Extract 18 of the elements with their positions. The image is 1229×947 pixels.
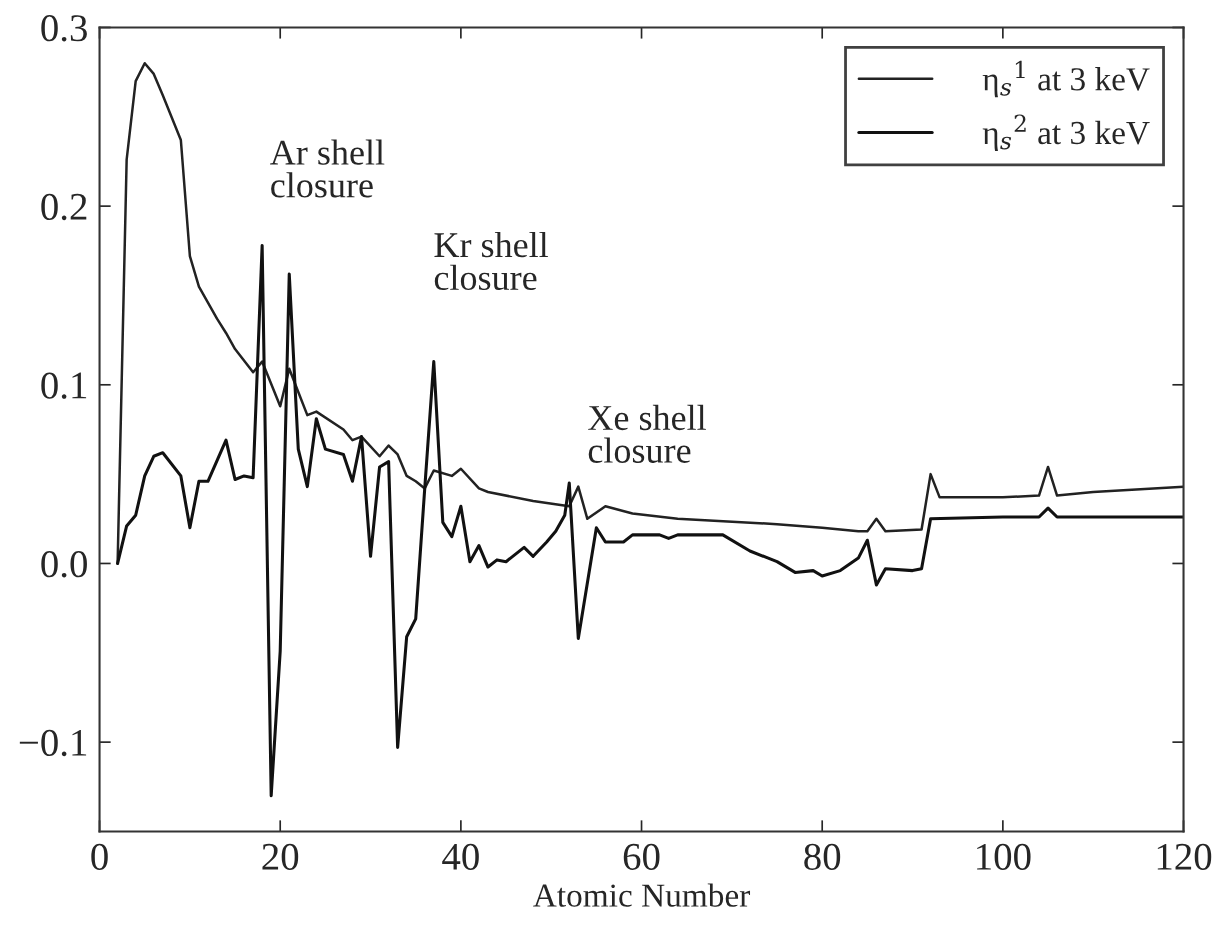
x-tick-label: 120	[1157, 843, 1212, 870]
x-tick-label: 40	[442, 843, 479, 870]
x-tick-label: 20	[262, 843, 299, 870]
annotation: Ar shell closure	[270, 139, 385, 198]
y-tick-label: 0.1	[41, 372, 87, 399]
x-tick-label: 60	[623, 843, 660, 870]
y-tick-label: 0.0	[41, 551, 87, 578]
annotation: Xe shell closure	[588, 404, 706, 463]
y-tick-label: 0.3	[41, 15, 87, 42]
annotation: Kr shell closure	[434, 231, 549, 291]
x-axis-title: Atomic Number	[533, 883, 751, 907]
y-tick-label: 0.2	[41, 193, 87, 221]
legend-label: η$_{s}$$^{1}$ at 3 keV	[982, 60, 1150, 98]
x-tick-label: 100	[977, 843, 1031, 870]
x-tick-label: 0	[91, 843, 108, 870]
legend-label: η$_{s}$$^{2}$ at 3 keV	[982, 114, 1150, 151]
x-tick-label: 80	[804, 843, 841, 870]
y-tick-label: −0.1	[19, 729, 87, 757]
